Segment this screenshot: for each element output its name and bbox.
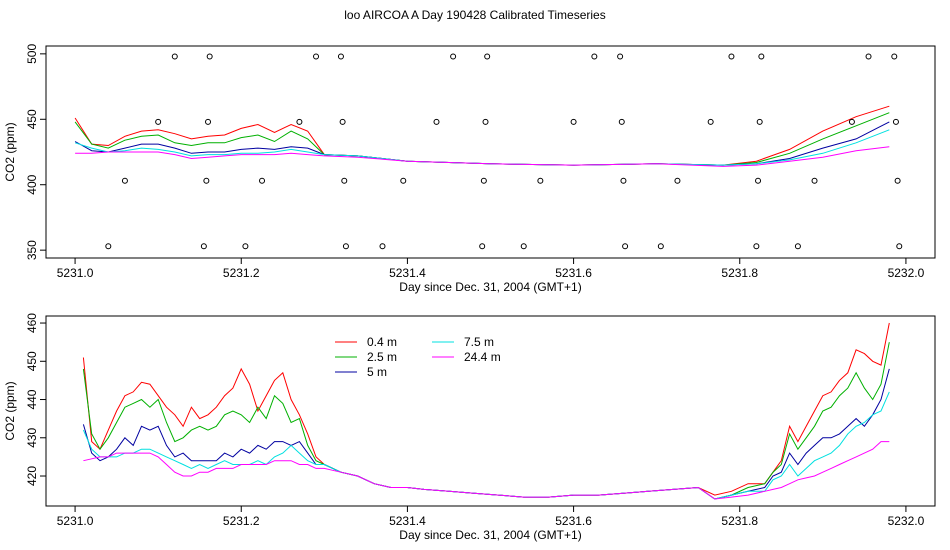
data-point <box>433 118 440 125</box>
x-tick-label: 5231.4 <box>389 266 426 280</box>
data-point <box>339 118 346 125</box>
y-axis-label: CO2 (ppm) <box>3 381 17 440</box>
series-line-24-4-mm <box>83 441 890 500</box>
data-point <box>753 243 760 250</box>
x-axis-label: Day since Dec. 31, 2004 (GMT+1) <box>399 528 581 542</box>
series-line-24-4-mm <box>75 146 890 167</box>
legend-label: 7.5 m <box>464 335 494 349</box>
legend-label: 24.4 m <box>464 350 501 364</box>
data-point <box>848 118 855 125</box>
data-point <box>896 243 903 250</box>
data-point <box>622 243 629 250</box>
y-tick-label: 450 <box>25 109 39 129</box>
x-tick-label: 5231.4 <box>389 514 426 528</box>
data-point <box>591 53 598 60</box>
y-tick-label: 450 <box>25 351 39 371</box>
data-point <box>728 53 735 60</box>
x-tick-label: 5231.2 <box>223 514 260 528</box>
data-point <box>811 177 818 184</box>
data-point <box>618 118 625 125</box>
series-line-5-mm <box>82 368 890 500</box>
data-point <box>794 243 801 250</box>
data-point <box>484 53 491 60</box>
data-point <box>121 177 128 184</box>
data-point <box>674 177 681 184</box>
x-tick-label: 5232.0 <box>888 514 925 528</box>
series-line-2-5-mm <box>82 342 890 500</box>
data-point <box>337 53 344 60</box>
data-point <box>894 177 901 184</box>
data-point <box>342 243 349 250</box>
plot-frame <box>45 315 936 507</box>
data-point <box>206 53 213 60</box>
data-point <box>482 118 489 125</box>
data-point <box>155 118 162 125</box>
data-point <box>171 53 178 60</box>
data-point <box>200 243 207 250</box>
data-point <box>570 118 577 125</box>
x-tick-label: 5231.0 <box>57 266 94 280</box>
y-tick-label: 440 <box>25 389 39 409</box>
legend-label: 2.5 m <box>367 350 397 364</box>
legend-label: 0.4 m <box>367 335 397 349</box>
series-line-0-4-mm <box>74 105 890 166</box>
plot-frame <box>45 45 936 259</box>
x-tick-label: 5231.8 <box>721 266 758 280</box>
data-point <box>296 118 303 125</box>
data-point <box>657 243 664 250</box>
data-point <box>756 118 763 125</box>
data-point <box>537 177 544 184</box>
x-axis-label: Day since Dec. 31, 2004 (GMT+1) <box>399 280 581 294</box>
data-point <box>755 177 762 184</box>
y-tick-label: 500 <box>25 44 39 64</box>
data-point <box>379 243 386 250</box>
x-tick-label: 5231.8 <box>721 514 758 528</box>
y-tick-label: 350 <box>25 240 39 260</box>
data-point <box>450 53 457 60</box>
page-title: loo AIRCOA A Day 190428 Calibrated Times… <box>344 8 605 22</box>
y-axis-label: CO2 (ppm) <box>3 122 17 181</box>
y-tick-label: 430 <box>25 427 39 447</box>
x-tick-label: 5231.2 <box>223 266 260 280</box>
data-point <box>259 177 266 184</box>
x-tick-label: 5231.0 <box>57 514 94 528</box>
y-tick-label: 460 <box>25 313 39 333</box>
data-point <box>865 53 872 60</box>
series-line-5-mm <box>74 121 890 166</box>
data-point <box>480 177 487 184</box>
bottom-chart: 5231.0 5231.2 5231.4 5231.6 5231.8 5232.0 420 4… <box>3 313 936 542</box>
x-tick-label: 5231.6 <box>555 514 592 528</box>
data-point <box>758 53 765 60</box>
series-line-2-5-mm <box>74 112 890 166</box>
data-point <box>479 243 486 250</box>
data-point <box>205 118 212 125</box>
data-point <box>242 243 249 250</box>
data-point <box>400 177 407 184</box>
data-point <box>707 118 714 125</box>
data-point <box>620 177 627 184</box>
x-tick-label: 5231.6 <box>555 266 592 280</box>
y-tick-label: 420 <box>25 466 39 486</box>
data-point <box>520 243 527 250</box>
top-chart: 5231.0 5231.2 5231.4 5231.6 5231.8 5232.0 350 4… <box>3 44 936 294</box>
data-point <box>105 243 112 250</box>
data-point <box>341 177 348 184</box>
data-point <box>891 53 898 60</box>
x-tick-label: 5232.0 <box>888 266 925 280</box>
data-point <box>617 53 624 60</box>
data-point <box>203 177 210 184</box>
series-line-7-5-mm <box>74 129 890 166</box>
data-point <box>313 53 320 60</box>
legend-label: 5 m <box>367 365 387 379</box>
y-tick-label: 400 <box>25 174 39 194</box>
data-point <box>892 118 899 125</box>
